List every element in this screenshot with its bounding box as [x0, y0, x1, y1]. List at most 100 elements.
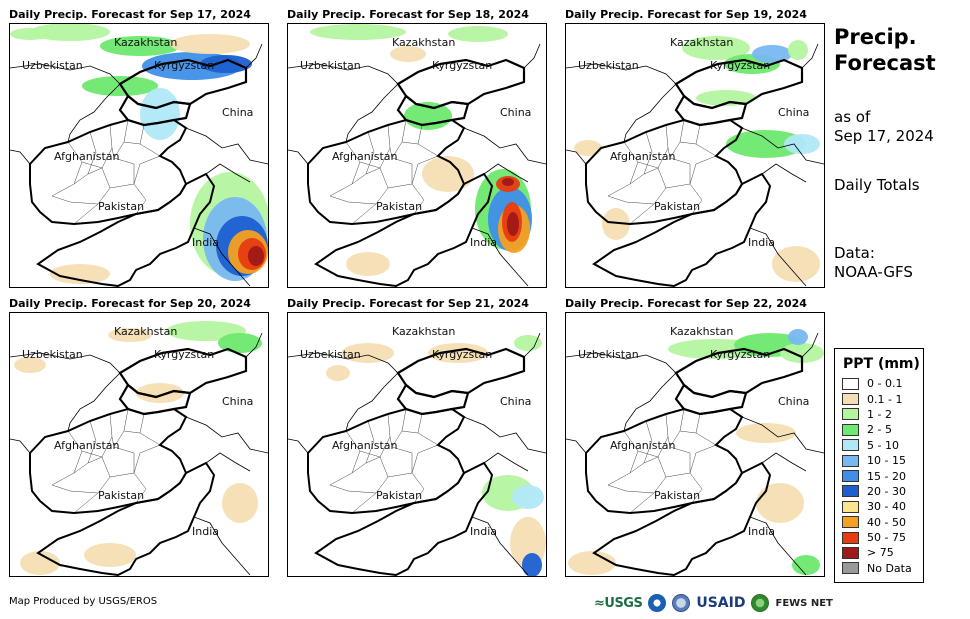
- legend-swatch: [842, 393, 859, 406]
- data-source: Data: NOAA-GFS: [834, 244, 913, 282]
- as-of-value: Sep 17, 2024: [834, 127, 934, 145]
- legend-swatch: [842, 439, 859, 452]
- country-borders: [288, 332, 546, 576]
- forecast-panel-sep17: Daily Precip. Forecast for Sep 17, 2024 …: [9, 8, 269, 288]
- forecast-panel-sep19: Daily Precip. Forecast for Sep 19, 2024 …: [565, 8, 825, 288]
- map-label-pakistan: Pakistan: [376, 489, 422, 502]
- forecast-panel-sep18: Daily Precip. Forecast for Sep 18, 2024 …: [287, 8, 547, 288]
- map-label-china: China: [500, 106, 531, 119]
- as-of-label: as of: [834, 108, 871, 126]
- country-borders: [566, 43, 824, 287]
- legend-label: 30 - 40: [867, 500, 906, 514]
- data-source-value: NOAA-GFS: [834, 263, 913, 281]
- legend-swatch: [842, 562, 859, 575]
- legend-swatch: [842, 546, 859, 559]
- map-label-kazakhstan: Kazakhstan: [114, 36, 177, 49]
- map-label-kyrgyzstan: Kyrgyzstan: [154, 59, 214, 72]
- fews-net-logo: FEWS NET: [775, 597, 833, 609]
- map-label-pakistan: Pakistan: [98, 200, 144, 213]
- precip-area: [326, 335, 546, 576]
- country-borders: [10, 43, 268, 287]
- precip-area: [10, 24, 268, 284]
- legend-label: 0 - 0.1: [867, 377, 903, 391]
- map-label-kazakhstan: Kazakhstan: [114, 325, 177, 338]
- map-label-uzbekistan: Uzbekistan: [578, 59, 639, 72]
- legend-swatch: [842, 470, 859, 483]
- panel-title: Daily Precip. Forecast for Sep 19, 2024: [565, 8, 807, 21]
- precip-area: [14, 321, 262, 575]
- country-borders: [288, 43, 546, 287]
- forecast-map: Kazakhstan Uzbekistan Kyrgyzstan China Afgha…: [287, 23, 547, 288]
- map-label-pakistan: Pakistan: [654, 200, 700, 213]
- map-label-kyrgyzstan: Kyrgyzstan: [432, 348, 492, 361]
- sidebar-title-line1: Precip.: [834, 25, 917, 49]
- map-label-uzbekistan: Uzbekistan: [578, 348, 639, 361]
- map-label-afghanistan: Afghanistan: [54, 150, 120, 163]
- legend-label: 50 - 75: [867, 531, 906, 545]
- map-label-kyrgyzstan: Kyrgyzstan: [710, 59, 770, 72]
- map-label-china: China: [500, 395, 531, 408]
- legend-label: No Data: [867, 561, 912, 575]
- map-label-afghanistan: Afghanistan: [332, 439, 398, 452]
- map-label-india: India: [748, 525, 775, 538]
- legend-label: 5 - 10: [867, 438, 899, 452]
- legend-label: 1 - 2: [867, 407, 892, 421]
- as-of-date: as of Sep 17, 2024: [834, 108, 934, 146]
- legend-swatch: [842, 408, 859, 421]
- fews-globe-icon: [751, 594, 770, 612]
- legend-swatch: [842, 500, 859, 513]
- legend-item: 10 - 15: [842, 453, 923, 468]
- map-label-india: India: [748, 236, 775, 249]
- panel-title: Daily Precip. Forecast for Sep 21, 2024: [287, 297, 529, 310]
- usgs-logo: ≈USGS: [594, 595, 643, 611]
- map-label-afghanistan: Afghanistan: [54, 439, 120, 452]
- map-label-china: China: [222, 106, 253, 119]
- legend-swatch: [842, 423, 859, 436]
- legend-item: 5 - 10: [842, 438, 923, 453]
- map-label-kyrgyzstan: Kyrgyzstan: [154, 348, 214, 361]
- legend-item: 50 - 75: [842, 530, 923, 545]
- map-label-uzbekistan: Uzbekistan: [300, 59, 361, 72]
- legend-item: 1 - 2: [842, 407, 923, 422]
- forecast-panel-sep21: Daily Precip. Forecast for Sep 21, 2024 …: [287, 297, 547, 577]
- legend-label: 0.1 - 1: [867, 392, 903, 406]
- forecast-map: Kazakhstan Uzbekistan Kyrgyzstan China Afgha…: [9, 23, 269, 288]
- map-label-india: India: [192, 525, 219, 538]
- forecast-map: Kazakhstan Uzbekistan Kyrgyzstan China Afgha…: [9, 312, 269, 577]
- forecast-panel-sep22: Daily Precip. Forecast for Sep 22, 2024 …: [565, 297, 825, 577]
- legend-swatch: [842, 485, 859, 498]
- map-label-china: China: [778, 106, 809, 119]
- forecast-map: Kazakhstan Uzbekistan Kyrgyzstan China Afgha…: [565, 312, 825, 577]
- precip-area: [574, 36, 820, 282]
- legend-label: > 75: [867, 546, 894, 560]
- country-borders: [10, 332, 268, 576]
- map-label-pakistan: Pakistan: [376, 200, 422, 213]
- legend-label: 2 - 5: [867, 423, 892, 437]
- legend-label: 40 - 50: [867, 515, 906, 529]
- map-label-kazakhstan: Kazakhstan: [670, 325, 733, 338]
- map-label-uzbekistan: Uzbekistan: [22, 348, 83, 361]
- legend-item: 40 - 50: [842, 515, 923, 530]
- map-label-kazakhstan: Kazakhstan: [392, 325, 455, 338]
- legend-swatch: [842, 531, 859, 544]
- daily-totals-label: Daily Totals: [834, 176, 920, 194]
- map-label-india: India: [470, 236, 497, 249]
- panel-title: Daily Precip. Forecast for Sep 18, 2024: [287, 8, 529, 21]
- map-label-uzbekistan: Uzbekistan: [300, 348, 361, 361]
- data-source-label: Data:: [834, 244, 875, 262]
- panel-title: Daily Precip. Forecast for Sep 20, 2024: [9, 297, 251, 310]
- precip-area: [310, 24, 532, 276]
- sidebar-title-line2: Forecast: [834, 51, 936, 75]
- map-label-pakistan: Pakistan: [654, 489, 700, 502]
- map-label-afghanistan: Afghanistan: [610, 439, 676, 452]
- legend-swatch: [842, 454, 859, 467]
- map-label-kazakhstan: Kazakhstan: [392, 36, 455, 49]
- precip-area: [568, 329, 824, 575]
- forecast-panel-sep20: Daily Precip. Forecast for Sep 20, 2024 …: [9, 297, 269, 577]
- noaa-logo-icon: [648, 594, 667, 612]
- seal-logo-icon: [672, 594, 691, 612]
- forecast-map: Kazakhstan Uzbekistan Kyrgyzstan China Afgha…: [565, 23, 825, 288]
- legend-swatch: [842, 516, 859, 529]
- credit-text: Map Produced by USGS/EROS: [9, 596, 158, 607]
